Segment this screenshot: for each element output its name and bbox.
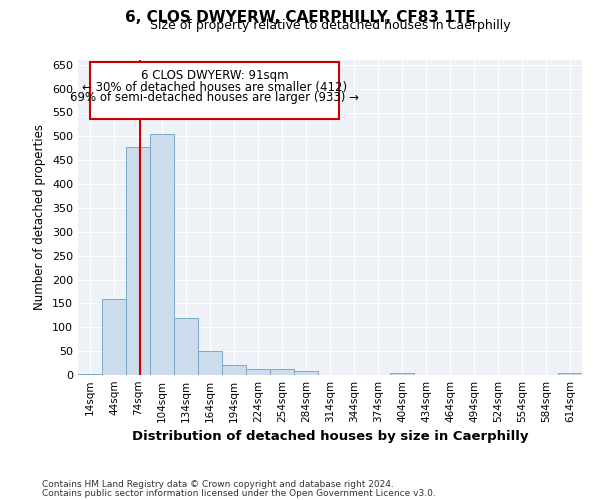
- Bar: [558, 373, 582, 375]
- Bar: [78, 374, 102, 375]
- Text: Contains HM Land Registry data © Crown copyright and database right 2024.: Contains HM Land Registry data © Crown c…: [42, 480, 394, 489]
- Title: Size of property relative to detached houses in Caerphilly: Size of property relative to detached ho…: [149, 20, 511, 32]
- Y-axis label: Number of detached properties: Number of detached properties: [34, 124, 46, 310]
- Text: 6, CLOS DWYERW, CAERPHILLY, CF83 1TE: 6, CLOS DWYERW, CAERPHILLY, CF83 1TE: [125, 10, 475, 25]
- Text: 6 CLOS DWYERW: 91sqm: 6 CLOS DWYERW: 91sqm: [140, 68, 288, 82]
- Bar: [270, 370, 294, 375]
- Bar: [222, 364, 246, 375]
- Bar: [90, 62, 339, 118]
- Bar: [294, 371, 318, 375]
- X-axis label: Distribution of detached houses by size in Caerphilly: Distribution of detached houses by size …: [132, 430, 528, 444]
- Bar: [150, 134, 174, 375]
- Bar: [174, 318, 198, 375]
- Text: Contains public sector information licensed under the Open Government Licence v3: Contains public sector information licen…: [42, 490, 436, 498]
- Bar: [102, 298, 126, 375]
- Bar: [390, 372, 414, 375]
- Bar: [246, 370, 270, 375]
- Text: ← 30% of detached houses are smaller (412): ← 30% of detached houses are smaller (41…: [82, 80, 347, 94]
- Text: 69% of semi-detached houses are larger (933) →: 69% of semi-detached houses are larger (…: [70, 91, 359, 104]
- Bar: [126, 147, 150, 375]
- Bar: [198, 351, 222, 375]
